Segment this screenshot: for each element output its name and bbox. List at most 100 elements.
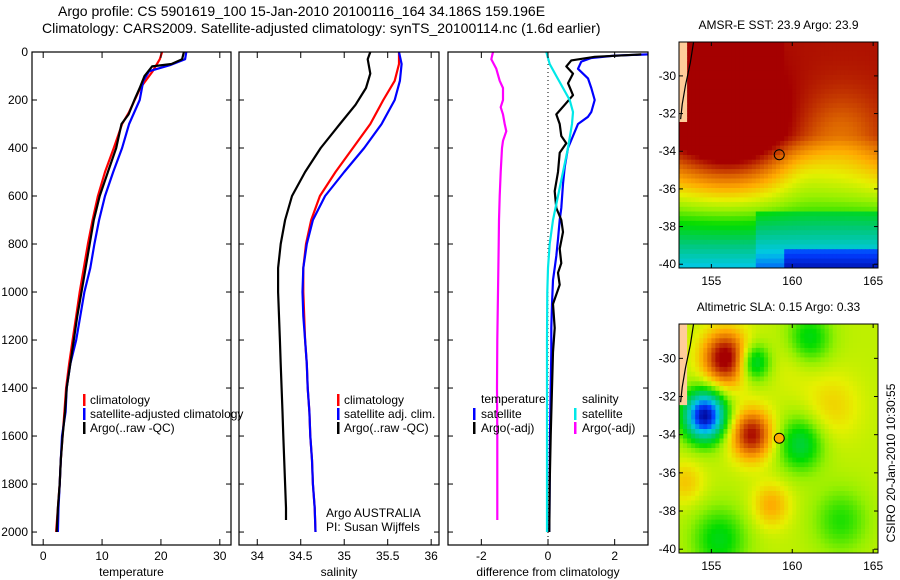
heatmap-cell (755, 70, 761, 76)
heatmap-cell (857, 93, 862, 100)
heatmap-cell (848, 448, 854, 454)
heatmap-cell (723, 122, 729, 128)
heatmap-cell (699, 414, 704, 420)
heatmap-cell (703, 103, 708, 109)
heatmap-cell (840, 390, 846, 397)
heatmap-cell (719, 448, 724, 454)
heatmap-cell (727, 347, 733, 354)
heatmap-cell (840, 443, 846, 449)
heatmap-cell (743, 505, 749, 511)
heatmap-cell (844, 98, 850, 104)
heatmap-cell (836, 126, 842, 133)
heatmap-cell (699, 347, 704, 354)
heatmap-cell (840, 467, 846, 473)
heatmap-cell (768, 202, 773, 208)
heatmap-cell (691, 500, 696, 506)
heatmap-cell (816, 357, 822, 363)
heatmap-cell (703, 471, 708, 478)
heatmap-cell (861, 414, 866, 420)
heatmap-cell (683, 409, 688, 416)
heatmap-cell (824, 352, 830, 358)
heatmap-cell (711, 491, 716, 497)
heatmap-cell (739, 533, 745, 540)
heatmap-cell (759, 548, 765, 553)
heatmap-cell (695, 366, 700, 373)
heatmap-cell (852, 471, 858, 478)
land-cell (683, 324, 688, 330)
heatmap-cell (739, 500, 745, 506)
heatmap-cell (796, 448, 801, 454)
heatmap-cell (840, 122, 846, 128)
heatmap-cell (792, 140, 797, 147)
heatmap-cell (735, 400, 741, 406)
heatmap-cell (683, 235, 688, 241)
heatmap-cell (869, 400, 874, 406)
heatmap-cell (719, 188, 724, 194)
land-cell (683, 343, 688, 349)
heatmap-cell (840, 220, 846, 227)
heatmap-cell (683, 263, 688, 268)
heatmap-cell (747, 220, 753, 227)
heatmap-cell (772, 443, 777, 449)
heatmap-cell (844, 178, 850, 184)
heatmap-cell (840, 328, 846, 335)
heatmap-cell (816, 433, 822, 440)
heatmap-cell (800, 197, 805, 203)
heatmap-cell (804, 122, 809, 128)
heatmap-cell (755, 249, 761, 255)
heatmap-cell (780, 414, 785, 420)
heatmap-cell (715, 476, 720, 483)
heatmap-cell (707, 362, 712, 368)
heatmap-cell (679, 467, 684, 473)
legend-title-temperature: temperature (481, 392, 546, 406)
heatmap-cell (796, 51, 801, 57)
heatmap-cell (840, 258, 846, 264)
heatmap-cell (727, 136, 733, 142)
heatmap-cell (852, 145, 858, 151)
heatmap-cell (816, 524, 822, 530)
heatmap-cell (792, 202, 797, 208)
heatmap-cell (820, 42, 826, 48)
heatmap-cell (836, 486, 842, 492)
heatmap-cell (848, 197, 854, 203)
x-tick-label: 10 (95, 549, 109, 563)
heatmap-cell (820, 192, 826, 198)
heatmap-cell (852, 548, 858, 553)
heatmap-cell (731, 443, 737, 449)
heatmap-cell (800, 126, 805, 133)
heatmap-cell (772, 65, 777, 71)
heatmap-cell (768, 409, 773, 416)
heatmap-cell (723, 84, 729, 90)
heatmap-cell (788, 338, 793, 344)
heatmap-cell (743, 98, 749, 104)
heatmap-cell (747, 419, 753, 425)
heatmap-cell (743, 347, 749, 354)
heatmap-cell (727, 140, 733, 147)
heatmap-cell (719, 343, 724, 349)
heatmap-cell (699, 495, 704, 502)
heatmap-cell (796, 159, 801, 165)
heatmap-cell (820, 400, 826, 406)
heatmap-cell (707, 173, 712, 180)
heatmap-cell (844, 112, 850, 118)
heatmap-cell (679, 505, 684, 511)
heatmap-cell (857, 338, 862, 344)
heatmap-cell (679, 155, 684, 161)
heatmap-cell (800, 150, 805, 156)
heatmap-cell (727, 93, 733, 100)
heatmap-cell (723, 56, 729, 62)
heatmap-cell (796, 533, 801, 540)
heatmap-cell (687, 206, 692, 213)
heatmap-cell (739, 495, 745, 502)
heatmap-cell (768, 486, 773, 492)
heatmap-cell (865, 188, 870, 194)
heatmap-cell (703, 244, 708, 250)
heatmap-cell (679, 136, 684, 142)
heatmap-cell (747, 424, 753, 430)
heatmap-cell (792, 263, 797, 268)
heatmap-cell (699, 188, 704, 194)
heatmap-cell (857, 112, 862, 118)
heatmap-cell (699, 390, 704, 397)
heatmap-cell (731, 457, 737, 463)
heatmap-cell (772, 390, 777, 397)
